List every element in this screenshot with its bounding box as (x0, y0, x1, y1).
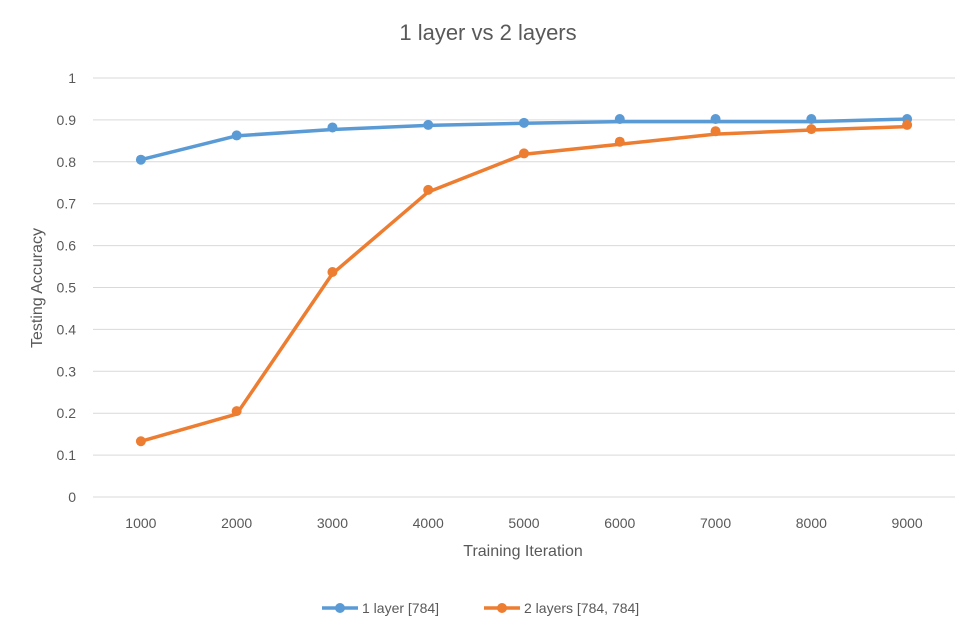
data-point (135, 436, 146, 447)
x-tick-label: 7000 (700, 515, 731, 531)
data-point (327, 266, 338, 277)
x-axis-ticks: 1000 2000 3000 4000 5000 6000 7000 8000 9000 (125, 515, 923, 531)
x-tick-label: 4000 (413, 515, 444, 531)
x-tick-label: 5000 (508, 515, 539, 531)
legend-label: 2 layers [784, 784] (524, 600, 639, 616)
x-tick-label: 3000 (317, 515, 348, 531)
y-axis-label: Testing Accuracy (29, 228, 46, 348)
x-tick-label: 9000 (892, 515, 923, 531)
series-1 (135, 114, 913, 165)
series-line (139, 124, 909, 444)
legend-label: 1 layer [784] (362, 600, 439, 616)
data-point (135, 154, 146, 165)
data-point (231, 406, 242, 417)
x-axis-label: Training Iteration (463, 543, 582, 560)
y-tick-label: 0.3 (57, 363, 77, 379)
legend: 1 layer [784] 2 layers [784, 784] (322, 600, 639, 616)
data-point (327, 122, 338, 133)
legend-item: 2 layers [784, 784] (484, 600, 639, 616)
data-point (806, 114, 817, 125)
x-tick-label: 6000 (604, 515, 635, 531)
y-axis-ticks: 0 0.1 0.2 0.3 0.4 0.5 0.6 0.7 0.8 0.9 1 (57, 70, 77, 505)
data-point (519, 148, 529, 159)
chart-title: 1 layer vs 2 layers (399, 20, 576, 45)
data-point (519, 117, 529, 128)
legend-swatch-marker (497, 603, 507, 613)
x-tick-label: 2000 (221, 515, 252, 531)
y-tick-label: 0.4 (57, 321, 77, 337)
legend-item: 1 layer [784] (322, 600, 439, 616)
y-tick-label: 0.1 (57, 447, 77, 463)
data-point (614, 136, 625, 147)
data-point (423, 119, 434, 130)
y-tick-label: 0.7 (57, 196, 77, 212)
y-tick-label: 0.9 (57, 112, 77, 128)
series-group (135, 114, 913, 447)
y-tick-label: 0.2 (57, 405, 77, 421)
data-point (902, 119, 913, 130)
data-point (806, 124, 817, 135)
data-point (614, 114, 625, 125)
y-tick-label: 0.5 (57, 280, 77, 296)
data-point (710, 126, 721, 137)
x-tick-label: 8000 (796, 515, 827, 531)
data-point (710, 114, 721, 125)
y-tick-label: 0.6 (57, 238, 77, 254)
x-tick-label: 1000 (125, 515, 156, 531)
legend-swatch-marker (335, 603, 345, 613)
y-tick-label: 1 (68, 70, 76, 86)
data-point (231, 130, 242, 141)
y-tick-label: 0.8 (57, 154, 77, 170)
series-2 (135, 119, 913, 447)
data-point (423, 184, 434, 195)
y-tick-label: 0 (68, 489, 76, 505)
